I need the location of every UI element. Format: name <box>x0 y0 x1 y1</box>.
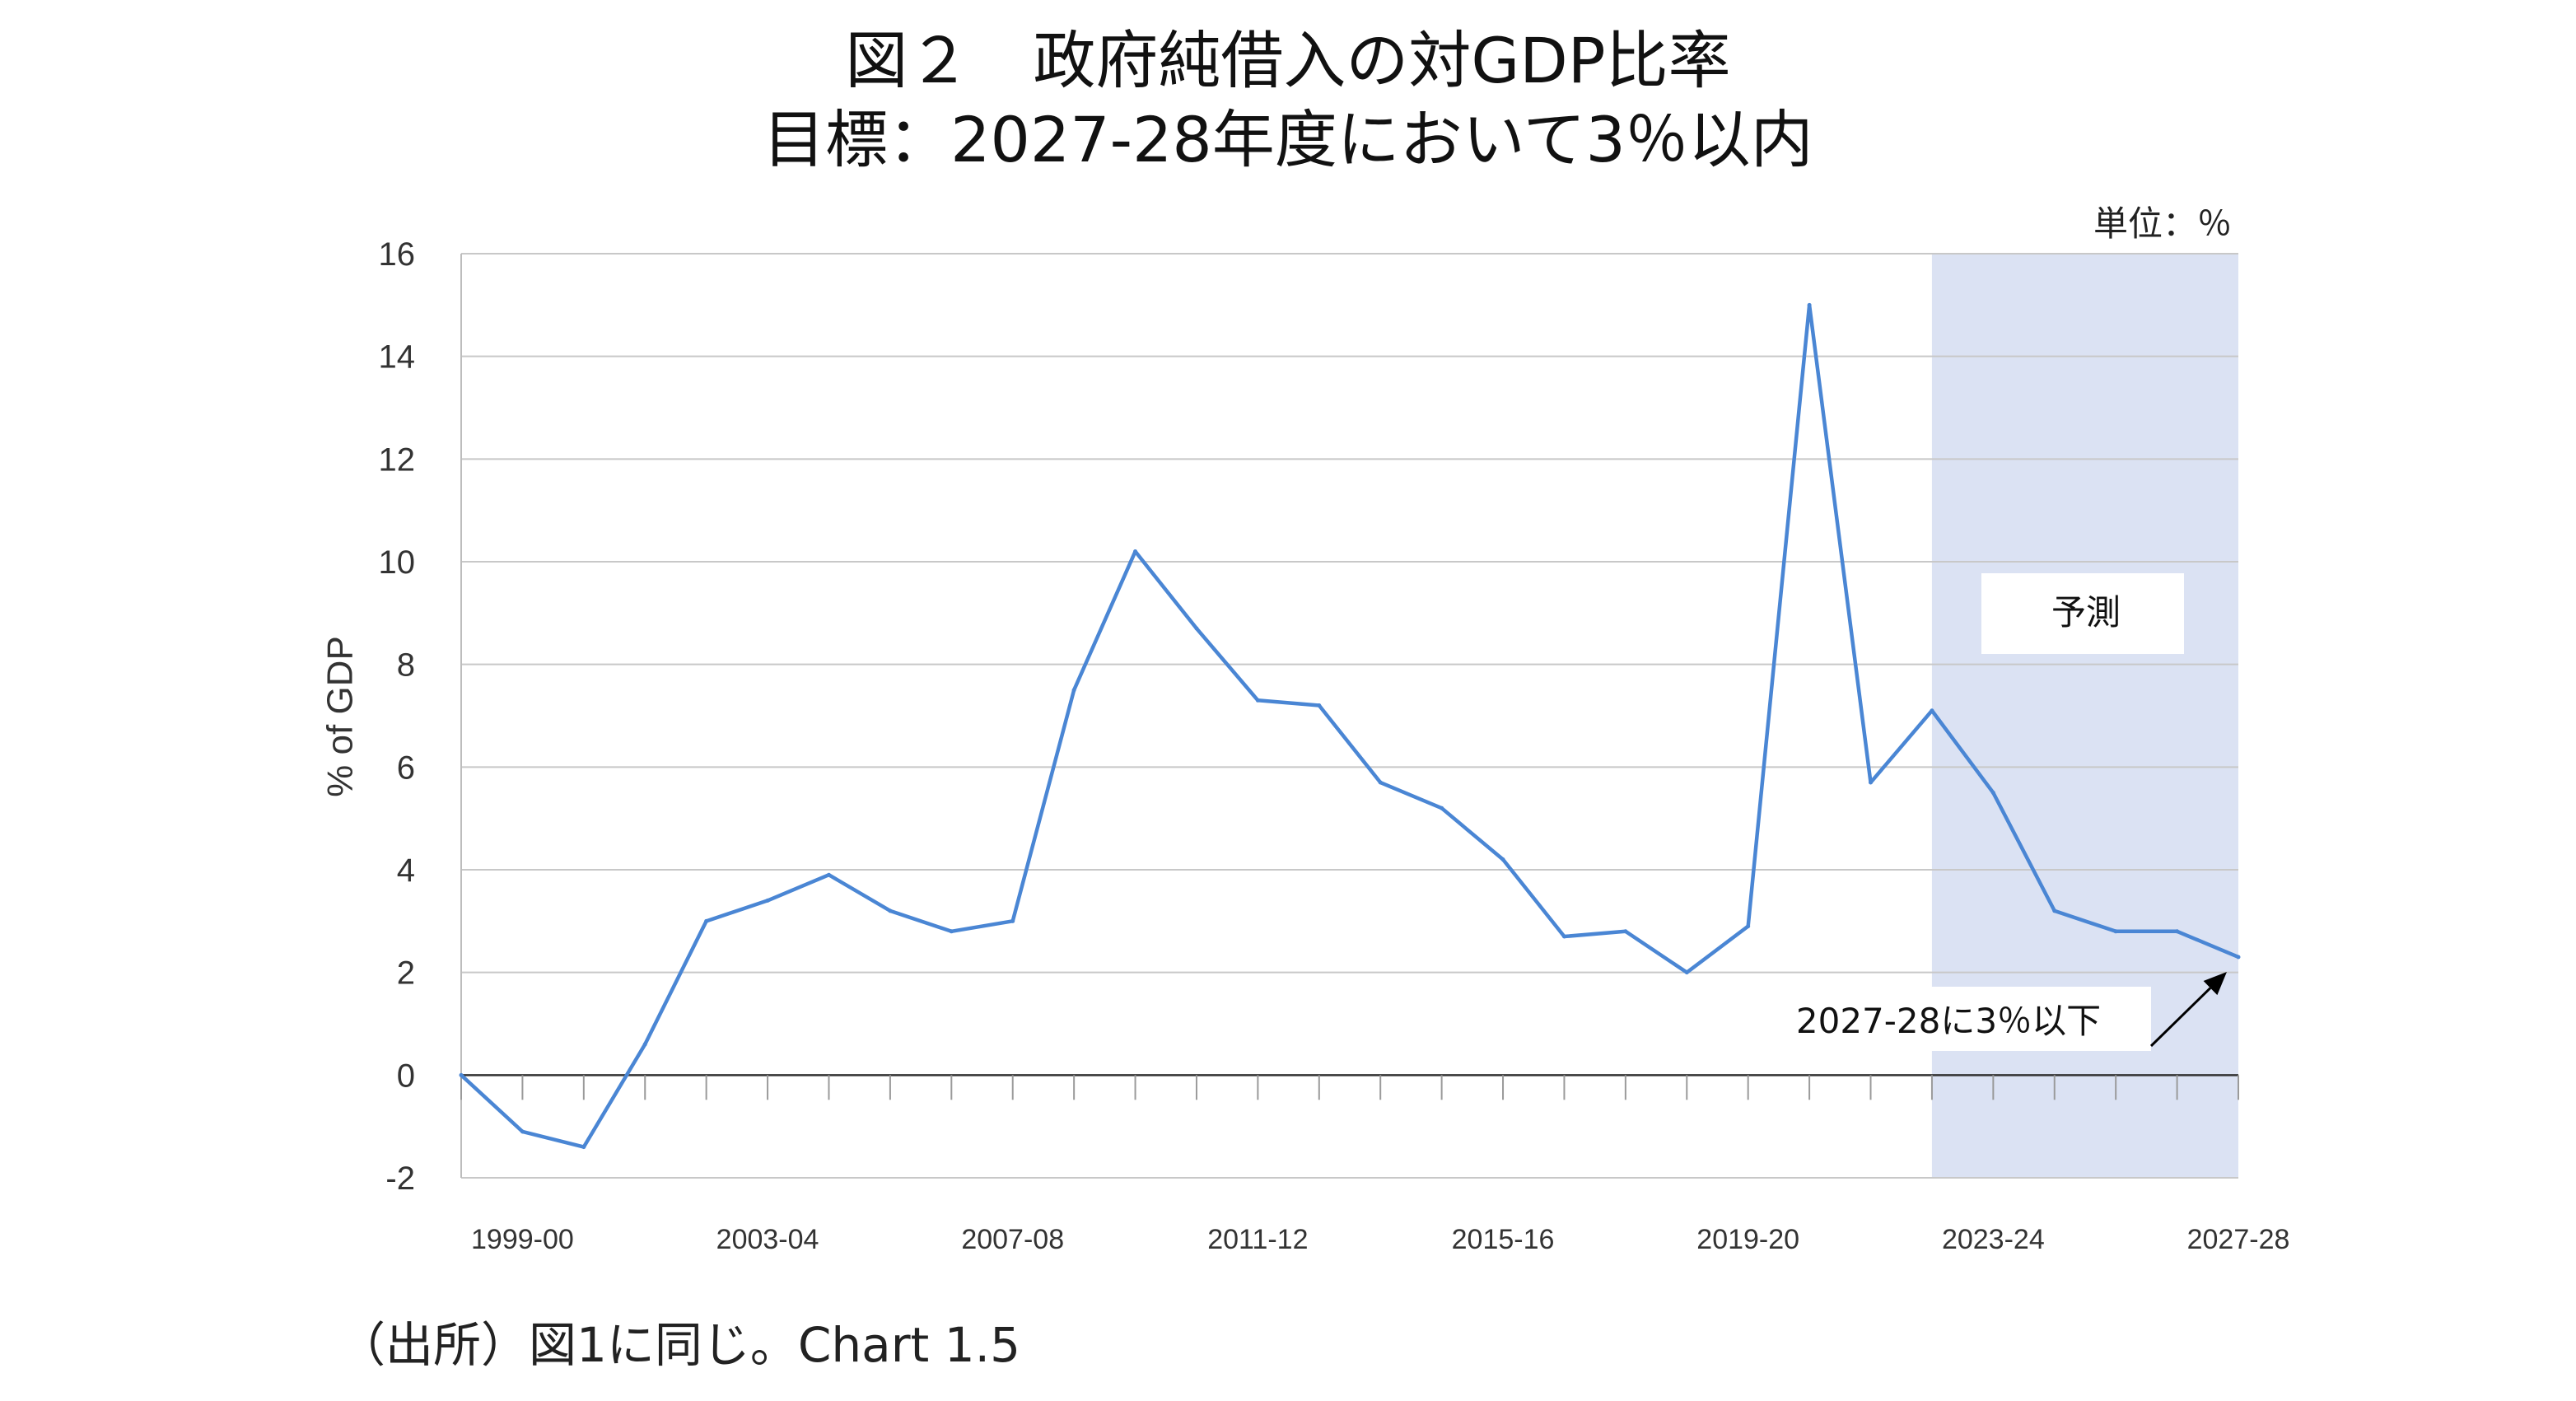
y-tick-label: -2 <box>385 1160 415 1197</box>
source-note: （出所）図1に同じ。Chart 1.5 <box>338 1317 1020 1373</box>
y-axis-ticks: -2 0 2 4 6 8 10 12 14 16 <box>379 236 416 1197</box>
y-tick-label: 2 <box>397 955 415 992</box>
data-point <box>2113 929 2118 934</box>
y-tick-label: 12 <box>379 441 416 478</box>
data-point <box>520 1129 525 1134</box>
data-point <box>459 1072 464 1077</box>
data-point <box>1561 934 1566 939</box>
x-tick-label: 2003-04 <box>716 1224 819 1255</box>
data-point <box>1684 970 1689 975</box>
data-point <box>2236 955 2241 960</box>
data-point <box>1317 703 1322 708</box>
data-point <box>2052 908 2057 913</box>
y-tick-label: 4 <box>397 852 415 889</box>
annotation-arrow <box>2149 987 2212 1048</box>
forecast-label: 予測 <box>1981 573 2184 654</box>
series-lines <box>459 302 2241 1150</box>
y-tick-label: 14 <box>379 339 416 376</box>
unit-label: 単位：％ <box>2093 203 2232 244</box>
x-tick-label: 2015-16 <box>1452 1224 1555 1255</box>
y-tick-label: 6 <box>397 750 415 786</box>
data-point <box>1930 708 1934 713</box>
x-tick-label: 1999-00 <box>471 1224 574 1255</box>
data-point <box>1869 780 1874 785</box>
data-point <box>1500 857 1505 862</box>
data-point <box>826 872 831 877</box>
data-point <box>704 918 709 923</box>
x-axis-ticks: 1999-00 2003-04 2007-08 2011-12 2015-16 2019-… <box>471 1224 2289 1255</box>
series-line <box>460 303 2239 1149</box>
annotation-arrowhead <box>2203 971 2227 996</box>
axes <box>460 254 2239 1178</box>
data-point <box>1194 626 1199 631</box>
x-tick-label: 2019-20 <box>1696 1224 1799 1255</box>
data-point <box>1440 806 1444 810</box>
data-point <box>642 1042 647 1047</box>
data-point <box>2175 929 2180 934</box>
annotation-text: 2027-28に3％以下 <box>1796 1001 2101 1041</box>
data-point <box>765 898 770 903</box>
target-annotation: 2027-28に3％以下 <box>1779 971 2227 1051</box>
y-tick-label: 10 <box>379 544 416 581</box>
data-point <box>1378 780 1383 785</box>
data-point <box>1807 302 1812 307</box>
data-point <box>1133 549 1138 554</box>
y-tick-label: 16 <box>379 236 416 273</box>
forecast-label-text: 予測 <box>2051 592 2121 633</box>
data-point <box>1623 929 1628 934</box>
x-tick-label: 2011-12 <box>1207 1224 1308 1255</box>
data-point <box>1255 698 1260 703</box>
y-tick-label: 0 <box>397 1058 415 1094</box>
data-point <box>1010 918 1015 923</box>
data-point <box>581 1145 586 1150</box>
data-point <box>1746 924 1751 929</box>
x-tick-label: 2007-08 <box>961 1224 1064 1255</box>
data-point <box>1990 791 1995 795</box>
y-axis-label: % of GDP <box>320 636 360 797</box>
x-tick-label: 2023-24 <box>1942 1224 2045 1255</box>
data-point <box>949 929 954 934</box>
gridlines <box>461 253 2238 1179</box>
chart-subtitle: 目標：2027-28年度において3％以内 <box>763 103 1813 176</box>
data-point <box>888 908 893 913</box>
data-point <box>1071 688 1076 693</box>
chart-title: 図２ 政府純借入の対GDP比率 <box>845 24 1731 97</box>
x-tick-label: 2027-28 <box>2187 1224 2290 1255</box>
y-tick-label: 8 <box>397 647 415 684</box>
